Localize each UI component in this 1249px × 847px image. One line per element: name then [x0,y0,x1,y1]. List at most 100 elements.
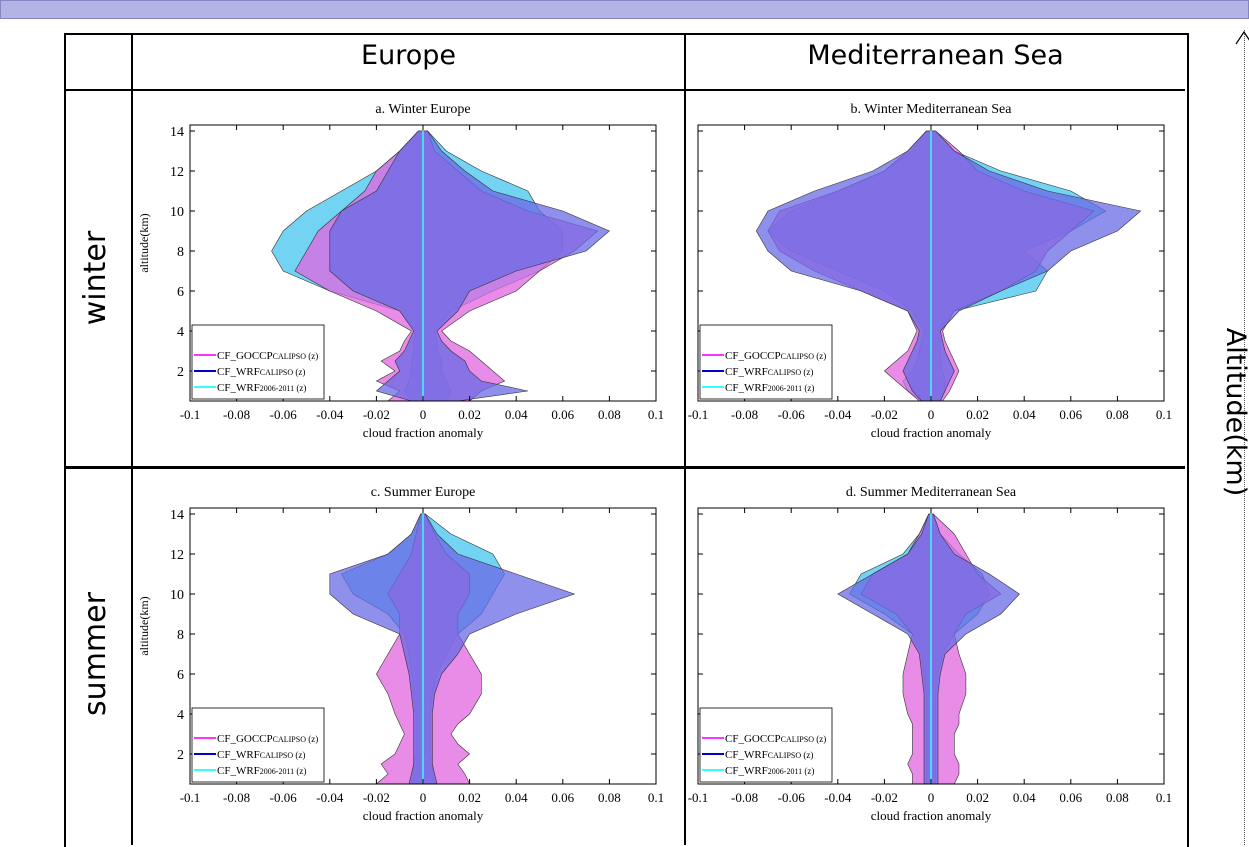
x-tick-label: -0.1 [180,407,201,422]
x-tick-label: -0.08 [223,790,250,805]
x-tick-label: 0.02 [966,407,989,422]
altitude-arrow-icon [1235,30,1249,45]
top-banner [0,0,1249,19]
x-tick-label: 0.06 [1059,790,1082,805]
y-tick-label: 14 [170,508,184,523]
x-tick-label: -0.06 [778,790,806,805]
legend-entry: CF_WRF2006-2011 (z) [217,765,306,777]
y-tick-label: 14 [170,125,184,140]
x-axis-label: cloud fraction anomaly [363,425,484,440]
x-tick-label: 0.06 [551,407,574,422]
x-tick-label: -0.04 [824,407,852,422]
x-tick-label: -0.02 [871,790,898,805]
series-band-wrf_calipso [329,513,576,785]
grid-divider-center [684,33,686,845]
y-tick-label: 10 [170,588,184,603]
x-tick-label: -0.02 [871,407,898,422]
figure-grid [64,33,1189,847]
y-axis-label: altitude(km) [137,596,151,655]
x-tick-label: 0.08 [598,790,621,805]
x-tick-label: 0.02 [966,790,989,805]
y-tick-label: 6 [177,668,184,683]
legend-entry: CF_WRF2006-2011 (z) [725,382,814,394]
legend-entry: CF_GOCCPCALIPSO (z) [217,733,318,745]
row-header-winter: winter [78,230,113,326]
x-axis-label: cloud fraction anomaly [871,425,992,440]
x-tick-label: 0 [928,790,935,805]
chart-a-winter-europe: a. Winter Europe -0.1 -0.08 -0.06 -0.04 -0.02… [137,102,664,440]
row-header-summer: summer [78,592,113,716]
legend-entry: CF_WRFCALIPSO (z) [217,749,305,761]
x-tick-label: 0.02 [458,790,481,805]
x-tick-label: 0.02 [458,407,481,422]
x-tick-label: 0 [928,407,935,422]
chart-b-winter-mediterranean: b. Winter Mediterranean Sea -0.1 -0.08 -0.0… [688,102,1172,440]
x-tick-label: 0 [420,790,427,805]
y-tick-label: 2 [177,748,184,763]
x-tick-label: 0.04 [1013,790,1036,805]
y-tick-label: 8 [177,628,184,643]
chart-title: d. Summer Mediterranean Sea [846,485,1017,500]
legend-entry: CF_GOCCPCALIPSO (z) [725,350,826,362]
x-tick-label: 0.06 [1059,407,1082,422]
x-tick-label: 0 [420,407,427,422]
legend-entry: CF_WRFCALIPSO (z) [725,749,813,761]
x-tick-label: -0.02 [363,790,390,805]
x-tick-label: 0.04 [505,790,528,805]
x-tick-label: -0.1 [180,790,201,805]
series-band-wrf_calipso [837,513,1020,785]
legend-entry: CF_WRF2006-2011 (z) [725,765,814,777]
x-tick-label: -0.06 [778,407,806,422]
x-tick-label: -0.08 [731,407,758,422]
x-tick-label: -0.06 [270,407,298,422]
x-tick-label: -0.08 [223,407,250,422]
y-tick-label: 12 [170,548,184,563]
y-tick-label: 12 [170,165,184,180]
x-tick-label: 0.08 [1106,790,1129,805]
x-tick-label: 0.08 [1106,407,1129,422]
y-tick-label: 2 [177,365,184,380]
y-tick-label: 4 [177,325,184,340]
chart-c-summer-europe: c. Summer Europe -0.1 -0.08 -0.06 -0.04 -0.02… [137,485,664,823]
chart-title: a. Winter Europe [375,102,470,117]
chart-d-summer-mediterranean: d. Summer Mediterranean Sea -0.1 -0.08 -0.0… [688,485,1172,823]
x-tick-label: 0.1 [648,790,664,805]
legend-entry: CF_WRF2006-2011 (z) [217,382,306,394]
legend-entry: CF_WRFCALIPSO (z) [725,366,813,378]
y-tick-label: 10 [170,205,184,220]
x-tick-label: 0.06 [551,790,574,805]
y-tick-label: 6 [177,285,184,300]
grid-divider-rows [64,466,1185,469]
x-tick-label: 0.08 [598,407,621,422]
chart-title: b. Winter Mediterranean Sea [851,102,1013,117]
x-tick-label: 0.1 [1156,790,1172,805]
x-tick-label: 0.04 [505,407,528,422]
x-tick-label: -0.04 [316,790,344,805]
x-tick-label: -0.1 [688,790,709,805]
y-axis-label: altitude(km) [137,213,151,272]
x-tick-label: 0.04 [1013,407,1036,422]
x-tick-label: 0.1 [648,407,664,422]
grid-divider-row-header [131,33,133,845]
x-tick-label: -0.06 [270,790,298,805]
y-tick-label: 4 [177,708,184,723]
x-tick-label: 0.1 [1156,407,1172,422]
column-header-mediterranean: Mediterranean Sea [807,40,1064,71]
chart-title: c. Summer Europe [371,485,476,500]
legend-entry: CF_GOCCPCALIPSO (z) [725,733,826,745]
column-header-europe: Europe [361,40,456,71]
x-tick-label: -0.02 [363,407,390,422]
y-tick-label: 8 [177,245,184,260]
series-band-wrf_calipso [329,130,610,402]
x-tick-label: -0.1 [688,407,709,422]
x-tick-label: -0.04 [316,407,344,422]
legend-entry: CF_GOCCPCALIPSO (z) [217,350,318,362]
x-axis-label: cloud fraction anomaly [363,808,484,823]
x-tick-label: -0.04 [824,790,852,805]
series-band-wrf_calipso [755,130,1142,402]
grid-divider-header [64,89,1185,91]
right-axis-label: Altitude(km) [1220,327,1249,497]
x-tick-label: -0.08 [731,790,758,805]
x-axis-label: cloud fraction anomaly [871,808,992,823]
altitude-axis-line [1244,30,1245,845]
